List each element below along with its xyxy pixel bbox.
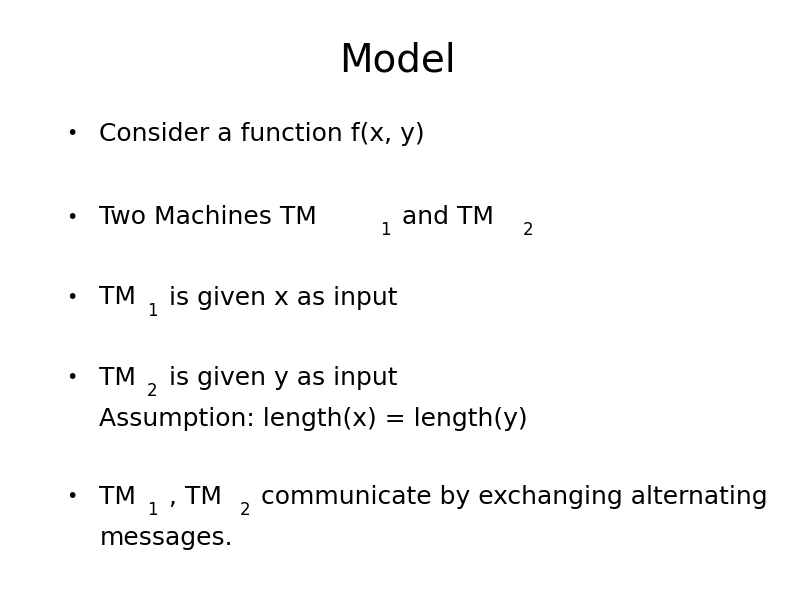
Text: messages.: messages.: [99, 527, 233, 550]
Text: Consider a function f(x, y): Consider a function f(x, y): [99, 122, 425, 146]
Text: , TM: , TM: [160, 485, 222, 509]
Text: •: •: [66, 288, 77, 307]
Text: 1: 1: [380, 221, 391, 239]
Text: communicate by exchanging alternating: communicate by exchanging alternating: [253, 485, 768, 509]
Text: TM: TM: [99, 286, 137, 309]
Text: Assumption: length(x) = length(y): Assumption: length(x) = length(y): [99, 408, 528, 431]
Text: TM: TM: [99, 366, 137, 390]
Text: Two Machines TM: Two Machines TM: [99, 205, 317, 229]
Text: 1: 1: [147, 501, 158, 519]
Text: •: •: [66, 208, 77, 227]
Text: 2: 2: [523, 221, 534, 239]
Text: and TM: and TM: [394, 205, 494, 229]
Text: TM: TM: [99, 485, 137, 509]
Text: 2: 2: [147, 382, 158, 400]
Text: •: •: [66, 124, 77, 143]
Text: Model: Model: [339, 42, 455, 80]
Text: •: •: [66, 487, 77, 506]
Text: 1: 1: [147, 302, 158, 320]
Text: is given y as input: is given y as input: [160, 366, 397, 390]
Text: •: •: [66, 368, 77, 387]
Text: 2: 2: [240, 501, 250, 519]
Text: is given x as input: is given x as input: [160, 286, 397, 309]
